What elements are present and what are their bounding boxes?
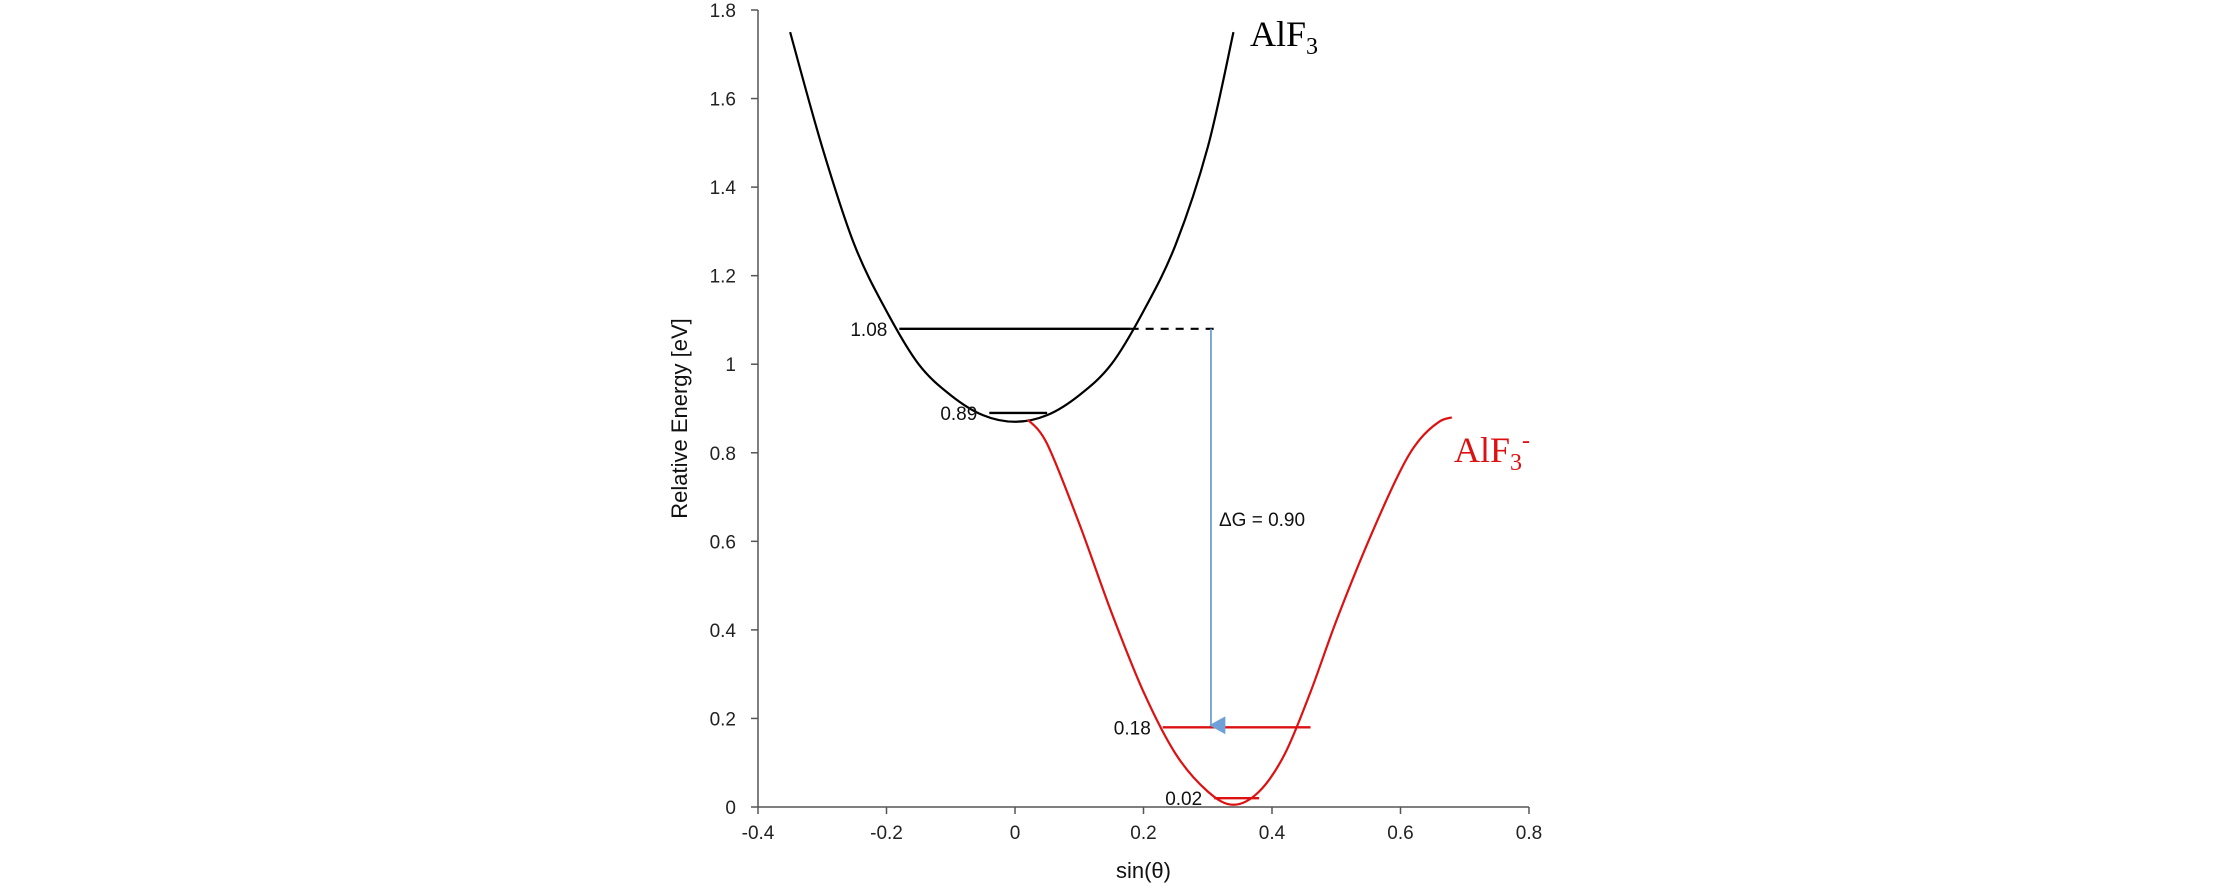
y-tick-label: 0.4: [710, 621, 737, 642]
curve-group: [789, 31, 1453, 806]
x-tick-label: 0.2: [1130, 823, 1156, 844]
x-tick-label: 0.8: [1516, 823, 1542, 844]
y-axis-title: Relative Energy [eV]: [667, 318, 692, 519]
x-tick-label: -0.4: [742, 823, 775, 844]
series-label-alf3: AlF3: [1250, 14, 1318, 60]
axes: [757, 10, 1529, 808]
y-tick-label: 0.8: [710, 444, 736, 465]
y-tick-label: 0.6: [710, 532, 736, 553]
energy-level-label: 0.02: [1165, 789, 1202, 810]
energy-level-label: 1.08: [850, 320, 887, 341]
y-tick-label: 0: [725, 798, 736, 819]
energy-level-label: 0.89: [940, 404, 977, 425]
x-tick-label: 0.4: [1259, 823, 1286, 844]
series-label-alf3-anion: AlF3-: [1454, 428, 1530, 476]
y-tick-label: 1.8: [710, 1, 736, 22]
x-axis-title: sin(θ): [1116, 858, 1171, 883]
x-tick-label: 0: [1010, 823, 1021, 844]
y-tick-label: 1.6: [710, 90, 736, 111]
y-tick-group: 0 0.2 0.4 0.6 0.8 1 1.2 1.4 1.6 1.8: [710, 1, 758, 819]
alf3-anion-energy-curve: [1026, 416, 1453, 806]
delta-g-label: ΔG = 0.90: [1219, 510, 1305, 531]
y-tick-label: 1: [725, 355, 736, 376]
energy-level-group: 1.08 0.89 0.18 0.02: [850, 320, 1311, 810]
y-tick-label: 1.4: [710, 178, 737, 199]
energy-level-label: 0.18: [1114, 718, 1151, 739]
y-tick-label: 1.2: [710, 267, 736, 288]
y-tick-label: 0.2: [710, 709, 736, 730]
alf3-energy-curve: [789, 31, 1235, 423]
x-tick-label: -0.2: [870, 823, 903, 844]
x-tick-label: 0.6: [1387, 823, 1413, 844]
x-tick-group: -0.4 -0.2 0 0.2 0.4 0.6 0.8: [742, 807, 1542, 844]
annotation-group: ΔG = 0.90: [1209, 328, 1305, 735]
